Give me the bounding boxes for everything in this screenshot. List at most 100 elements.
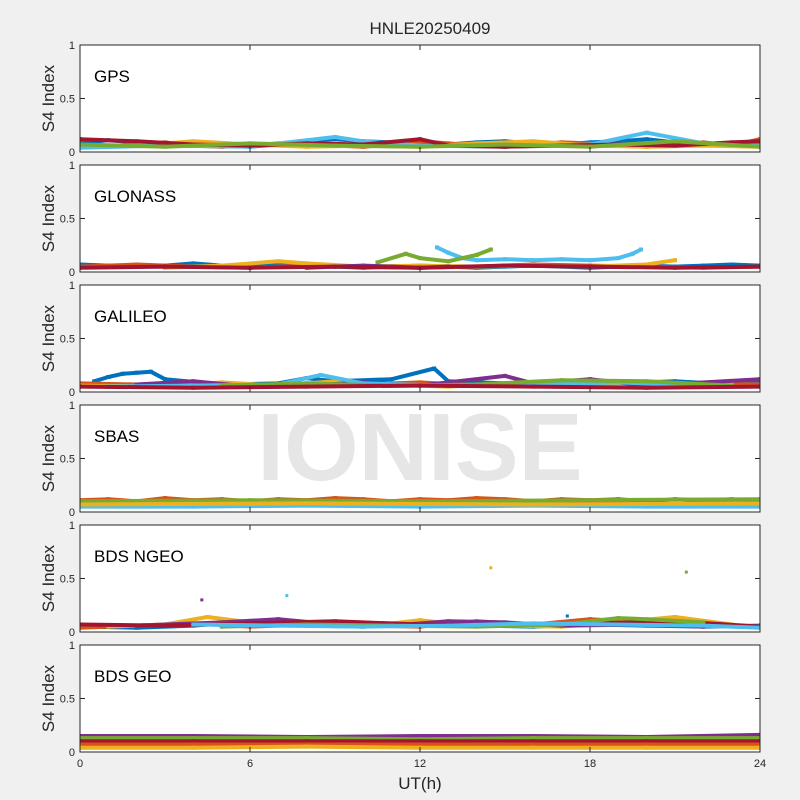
data-point	[644, 383, 649, 388]
x-tick-labels: 0 6 12 18 24	[77, 758, 766, 770]
data-point	[418, 383, 422, 388]
y-tick-label: 1	[69, 400, 75, 412]
data-point	[418, 144, 422, 149]
data-point	[191, 739, 196, 744]
data-point	[446, 623, 451, 628]
y-tick-label: 0.5	[60, 334, 75, 346]
data-point	[418, 263, 422, 268]
outlier-point	[684, 570, 688, 574]
data-point	[304, 742, 309, 747]
data-point	[559, 257, 564, 262]
data-point	[616, 139, 621, 144]
data-point	[304, 501, 309, 506]
data-point	[758, 139, 760, 144]
data-point	[758, 501, 760, 506]
data-point	[701, 623, 706, 628]
data-point	[644, 385, 649, 390]
data-point	[630, 251, 635, 256]
data-point	[503, 142, 507, 147]
panel-bds-geo: 0 0.5 1 BDS GEO S4 Index	[39, 640, 761, 759]
data-point	[304, 261, 309, 266]
data-point	[758, 382, 760, 387]
data-point	[304, 503, 309, 508]
y-tick-label: 0	[69, 507, 75, 519]
data-point	[474, 496, 479, 501]
outlier-point	[200, 598, 204, 602]
y-axis-label: S4 Index	[39, 184, 58, 252]
data-point	[531, 384, 536, 389]
data-point	[588, 498, 592, 503]
data-point	[418, 742, 422, 747]
data-point	[80, 625, 82, 630]
data-point	[503, 144, 507, 149]
data-point	[80, 137, 82, 142]
data-marks	[80, 130, 760, 150]
data-point	[304, 384, 309, 389]
panel-label: BDS NGEO	[94, 547, 184, 566]
data-point	[531, 742, 536, 747]
panel-gps: 0 0.5 1 GPS S4 Index	[39, 40, 761, 159]
panel-sbas: 0 0.5 1 SBAS S4 Index	[39, 400, 761, 519]
y-tick-label: 1	[69, 280, 75, 292]
data-point	[531, 745, 536, 750]
data-point	[80, 736, 82, 741]
data-point	[375, 260, 380, 265]
data-point	[531, 736, 536, 741]
data-point	[418, 737, 422, 742]
y-tick-label: 0	[69, 747, 75, 759]
data-point	[644, 130, 649, 135]
data-point	[758, 736, 760, 741]
data-point	[191, 383, 196, 388]
y-tick-label: 1	[69, 40, 75, 52]
data-point	[673, 615, 677, 619]
data-point	[639, 247, 643, 252]
data-point	[531, 739, 536, 744]
x-axis-label: UT(h)	[398, 774, 441, 793]
data-marks	[80, 366, 760, 390]
data-point	[588, 617, 592, 622]
data-point	[435, 245, 439, 250]
data-point	[191, 742, 196, 747]
data-point	[80, 502, 82, 507]
data-point	[80, 499, 82, 504]
data-point	[418, 137, 422, 142]
data-point	[673, 265, 677, 270]
data-point	[559, 378, 564, 383]
plot-area	[80, 165, 760, 272]
data-point	[248, 143, 252, 148]
y-tick-label: 0.5	[60, 574, 75, 586]
data-marks	[80, 245, 760, 270]
data-point	[588, 264, 592, 269]
data-point	[446, 619, 451, 624]
data-point	[333, 143, 337, 148]
watermark: IONISE	[257, 394, 582, 501]
plot-area	[80, 285, 760, 392]
data-point	[191, 504, 196, 509]
panel-bds-ngeo: 0 0.5 1 BDS NGEO S4 Index	[39, 520, 761, 639]
data-point	[673, 143, 677, 148]
series-track	[191, 621, 760, 630]
y-tick-label: 1	[69, 640, 75, 652]
data-point	[80, 381, 82, 386]
data-point	[163, 377, 167, 382]
x-tick-label: 12	[414, 758, 426, 770]
series-track	[375, 247, 493, 265]
y-tick-label: 0	[69, 627, 75, 639]
panel-glonass: 0 0.5 1 GLONASS S4 Index	[39, 160, 761, 279]
x-tick-label: 0	[77, 758, 83, 770]
data-point	[92, 379, 97, 384]
y-axis-label: S4 Index	[39, 304, 58, 372]
data-point	[80, 262, 82, 267]
data-point	[474, 258, 479, 263]
data-marks	[80, 566, 760, 630]
data-point	[758, 384, 760, 389]
figure-title: HNLE20250409	[370, 19, 491, 38]
data-point	[418, 618, 422, 623]
panel-label: GALILEO	[94, 307, 167, 326]
data-point	[644, 379, 649, 384]
y-tick-label: 0.5	[60, 94, 75, 106]
data-point	[191, 622, 196, 627]
data-point	[418, 380, 422, 385]
data-point	[304, 736, 309, 741]
